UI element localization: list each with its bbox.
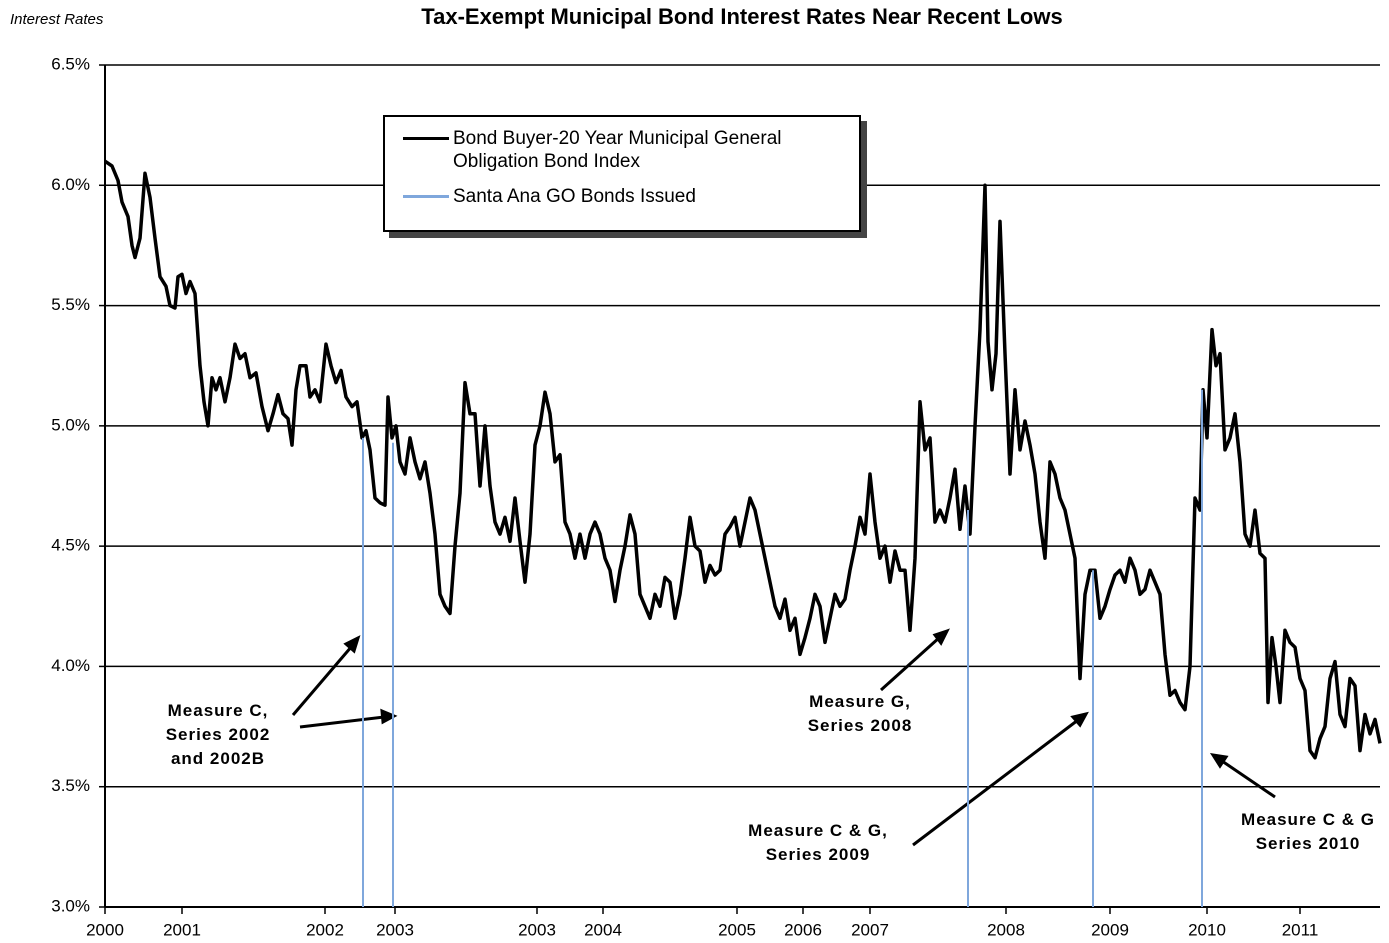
annotation: Measure G, Series 2008 — [808, 692, 913, 735]
arrow — [299, 715, 385, 729]
x-tick-label: 2000 — [86, 920, 124, 939]
x-tick-label: 2006 — [784, 920, 822, 939]
legend: Bond Buyer-20 Year Municipal General Obl… — [383, 115, 861, 232]
arrow — [1221, 759, 1276, 799]
x-tick-label: 2001 — [163, 920, 201, 939]
y-tick-label: 6.5% — [51, 54, 90, 73]
y-tick-label: 4.5% — [51, 536, 90, 555]
y-tick-label: 3.0% — [51, 896, 90, 915]
y-tick-label: 4.0% — [51, 656, 90, 675]
legend-entry: Santa Ana GO Bonds Issued — [403, 185, 848, 208]
annotation: Measure C & G, Series 2009 — [748, 821, 888, 864]
x-tick-label: 2007 — [851, 920, 889, 939]
arrow-head — [343, 635, 361, 654]
annotation-line: Measure C, — [168, 701, 269, 720]
x-tick-label: 2008 — [987, 920, 1025, 939]
arrow-head — [1070, 711, 1089, 728]
arrow-head — [932, 628, 950, 646]
y-axis-label: Interest Rates — [10, 11, 104, 28]
annotation-line: Measure C & G, — [748, 821, 888, 840]
x-tick-label: 2004 — [584, 920, 622, 939]
legend-entry: Bond Buyer-20 Year Municipal General Obl… — [403, 127, 848, 173]
arrow-head — [380, 708, 398, 725]
x-tick-label: 2011 — [1282, 920, 1319, 939]
annotation-line: Series 2002 — [166, 725, 271, 744]
annotation: Measure C & G Series 2010 — [1241, 810, 1375, 853]
y-tick-label: 6.0% — [51, 175, 90, 194]
legend-label: Bond Buyer-20 Year Municipal General Obl… — [453, 128, 782, 172]
annotation: Measure C, Series 2002 and 2002B — [166, 701, 271, 768]
arrow — [291, 645, 354, 716]
legend-swatch — [403, 137, 449, 140]
y-tick-label: 5.5% — [51, 295, 90, 314]
chart-title: Tax-Exempt Municipal Bond Interest Rates… — [421, 4, 1062, 29]
annotation-line: Measure G, — [809, 692, 911, 711]
x-tick-label: 2009 — [1091, 920, 1129, 939]
series-line — [104, 159, 1382, 760]
annotation-line: Series 2009 — [766, 845, 871, 864]
annotation-arrows — [291, 628, 1276, 847]
arrow — [912, 718, 1079, 847]
legend-swatch — [403, 195, 449, 198]
annotation-line: Series 2008 — [808, 716, 913, 735]
arrow — [879, 635, 942, 692]
annotation-line: and 2002B — [171, 749, 265, 768]
x-tick-label: 2005 — [718, 920, 756, 939]
x-tick-label: 2010 — [1188, 920, 1226, 939]
annotation-line: Series 2010 — [1256, 834, 1361, 853]
annotation-line: Measure C & G — [1241, 810, 1375, 829]
x-tick-label: 2003 — [376, 920, 414, 939]
legend-label: Santa Ana GO Bonds Issued — [453, 186, 696, 207]
arrow-head — [1209, 753, 1229, 769]
x-tick-label: 2003 — [518, 920, 556, 939]
x-tick-label: 2002 — [306, 920, 344, 939]
y-tick-label: 3.5% — [51, 776, 90, 795]
y-tick-label: 5.0% — [51, 415, 90, 434]
